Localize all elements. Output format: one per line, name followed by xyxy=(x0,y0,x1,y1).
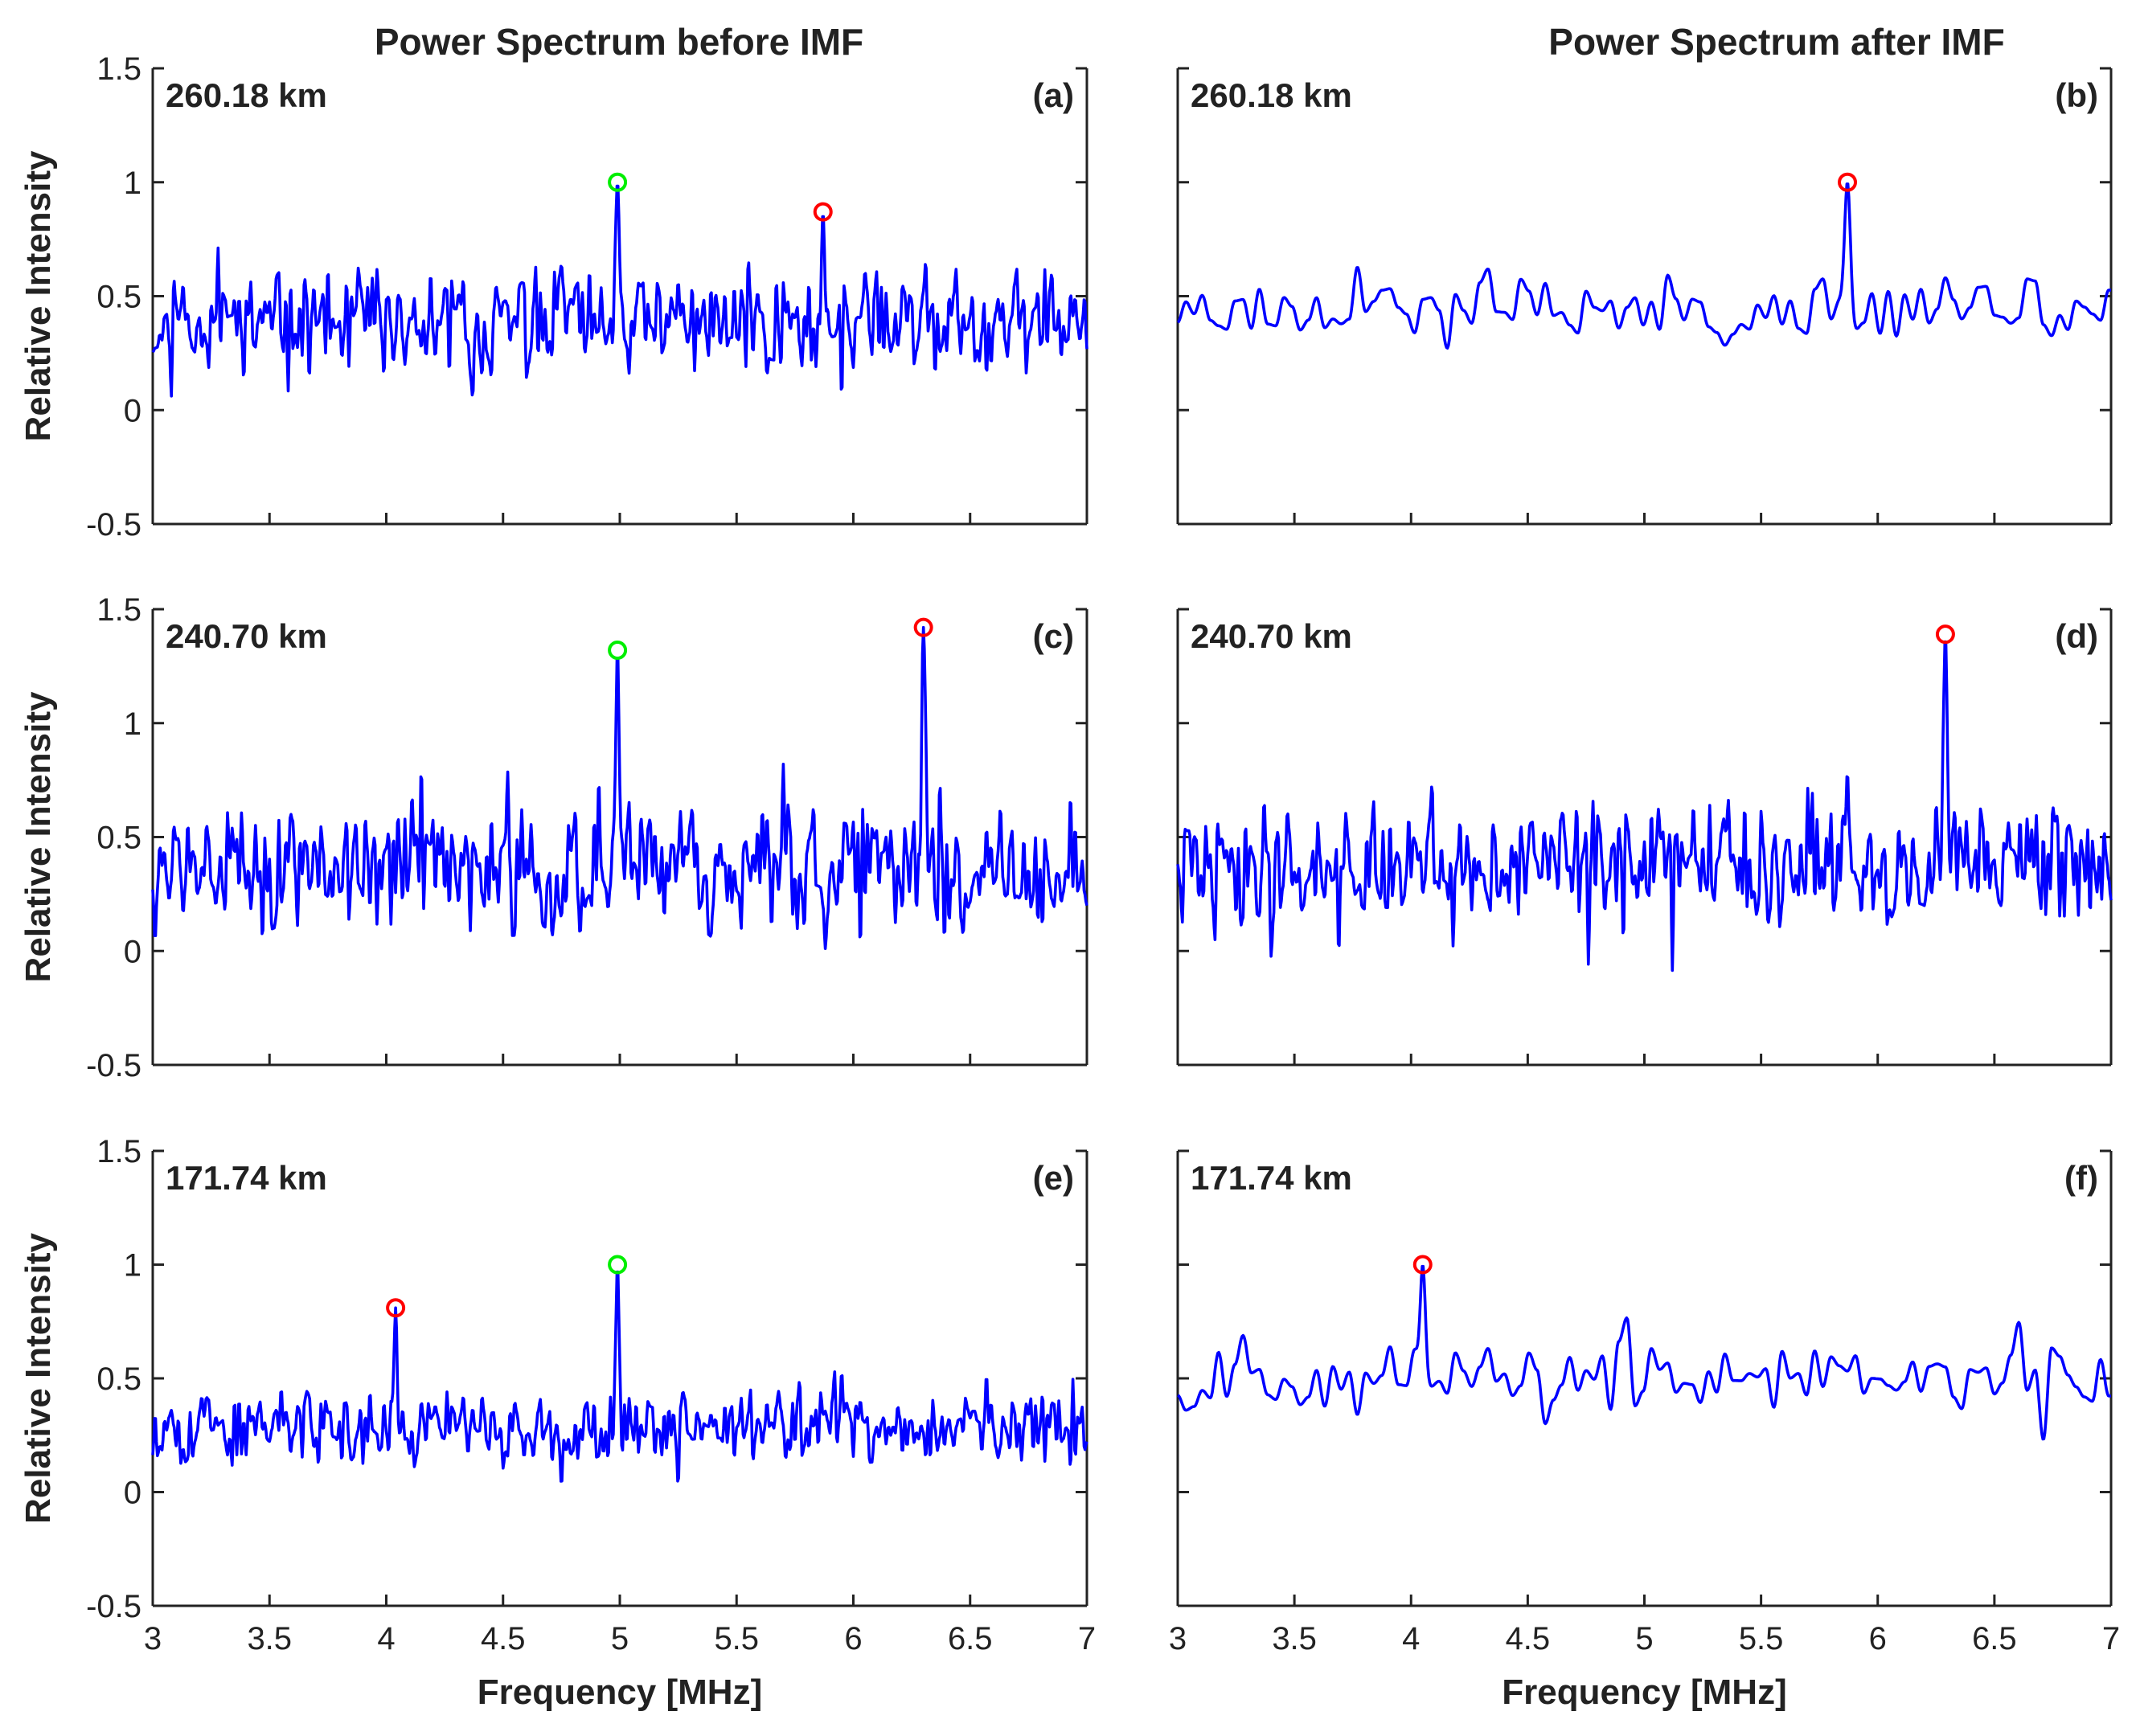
y-tick-label: -0.5 xyxy=(86,507,141,542)
y-tick-label: 1.5 xyxy=(96,592,141,628)
x-tick-label: 3.5 xyxy=(247,1621,292,1656)
x-axis-title: Frequency [MHz] xyxy=(478,1673,762,1712)
x-tick-label: 4.5 xyxy=(481,1621,526,1656)
altitude-label: 171.74 km xyxy=(166,1159,327,1197)
y-tick-label: -0.5 xyxy=(86,1589,141,1624)
x-tick-label: 6 xyxy=(1869,1621,1887,1656)
panel-label: (e) xyxy=(1033,1159,1074,1197)
x-tick-label: 3 xyxy=(1169,1621,1187,1656)
red-peak-marker xyxy=(1412,1255,1433,1275)
panel-label: (b) xyxy=(2055,76,2098,114)
y-tick-label: 0 xyxy=(124,934,141,969)
spectrum-line xyxy=(151,625,1088,950)
altitude-label: 260.18 km xyxy=(166,76,327,114)
panel-label: (a) xyxy=(1033,76,1074,114)
red-peak-marker xyxy=(1838,172,1858,192)
panel-label: (c) xyxy=(1033,617,1074,655)
x-tick-label: 6 xyxy=(844,1621,862,1656)
red-peak-marker xyxy=(813,202,833,222)
x-tick-label: 7 xyxy=(2102,1621,2120,1656)
altitude-label: 240.70 km xyxy=(1191,617,1352,655)
altitude-label: 240.70 km xyxy=(166,617,327,655)
red-peak-marker xyxy=(1935,624,1955,645)
y-tick-label: 1.5 xyxy=(96,1134,141,1169)
y-tick-label: 1.5 xyxy=(96,51,141,87)
y-tick-label: 0 xyxy=(124,393,141,428)
panel-grid: 1.5 1 0.5 0 -0.5 Relative Intensity 260.18 km (… xyxy=(18,51,2120,1712)
y-tick-label: 0.5 xyxy=(96,280,141,315)
y-axis-title: Relative Intensity xyxy=(18,150,58,441)
spectrum-line xyxy=(151,184,1088,398)
spectrum-line xyxy=(1177,182,2112,350)
red-peak-marker xyxy=(913,617,933,637)
x-tick-label: 5 xyxy=(611,1621,629,1656)
x-tick-label: 6.5 xyxy=(1972,1621,2017,1656)
x-tick-label: 4.5 xyxy=(1506,1621,1551,1656)
x-tick-label: 3.5 xyxy=(1272,1621,1317,1656)
x-tick-label: 3 xyxy=(144,1621,162,1656)
panel-e: 1.5 1 0.5 0 -0.53 3.5 4 4.5 5 5.5 6 6.5 7 Relative In… xyxy=(18,1134,1096,1712)
panel-a: 1.5 1 0.5 0 -0.5 Relative Intensity 260.18 km (… xyxy=(18,51,1088,542)
y-tick-label: 1 xyxy=(124,166,141,201)
y-tick-label: 1 xyxy=(124,706,141,742)
panel-label: (f) xyxy=(2064,1159,2098,1197)
x-tick-label: 5.5 xyxy=(714,1621,759,1656)
x-tick-label: 4 xyxy=(377,1621,395,1656)
spectrum-line xyxy=(1176,640,2113,972)
column-title-after-imf: Power Spectrum after IMF xyxy=(1548,21,2004,63)
column-title-before-imf: Power Spectrum before IMF xyxy=(375,21,863,63)
y-tick-label: 0 xyxy=(124,1476,141,1511)
x-tick-label: 7 xyxy=(1078,1621,1096,1656)
altitude-label: 171.74 km xyxy=(1191,1159,1352,1197)
y-tick-label: 1 xyxy=(124,1248,141,1284)
altitude-label: 260.18 km xyxy=(1191,76,1352,114)
x-tick-label: 5.5 xyxy=(1739,1621,1784,1656)
spectrum-line xyxy=(151,1270,1088,1483)
green-peak-marker xyxy=(608,172,628,192)
panel-f: 3 3.5 4 4.5 5 5.5 6 6.5 7 Frequency [MHz] 171.74 k… xyxy=(1169,1149,2120,1712)
x-axis-title: Frequency [MHz] xyxy=(1502,1673,1786,1712)
red-peak-marker xyxy=(386,1298,406,1318)
y-tick-label: -0.5 xyxy=(86,1048,141,1083)
y-axis-title: Relative Intensity xyxy=(18,1233,58,1524)
panel-b: 260.18 km (b) xyxy=(1176,67,2113,526)
panel-label: (d) xyxy=(2055,617,2098,655)
x-tick-label: 4 xyxy=(1402,1621,1420,1656)
spectrum-line xyxy=(1177,1264,2112,1441)
panel-d: 240.70 km (d) xyxy=(1176,608,2113,1067)
y-axis-title: Relative Intensity xyxy=(18,691,58,982)
green-peak-marker xyxy=(608,1255,628,1275)
x-tick-label: 6.5 xyxy=(948,1621,993,1656)
green-peak-marker xyxy=(608,641,628,661)
x-tick-label: 5 xyxy=(1635,1621,1653,1656)
y-tick-label: 0.5 xyxy=(96,1361,141,1397)
panel-c: 1.5 1 0.5 0 -0.5 Relative Intensity 240.70 km (… xyxy=(18,592,1088,1083)
y-tick-label: 0.5 xyxy=(96,821,141,856)
